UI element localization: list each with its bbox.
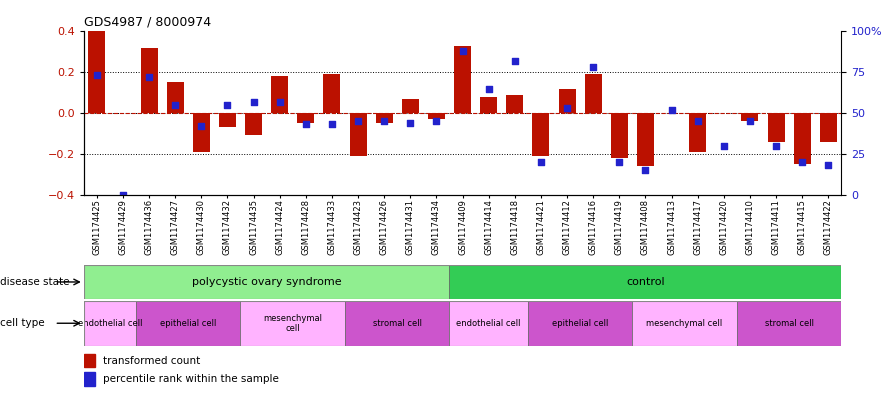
Bar [737,301,841,346]
Text: GDS4987 / 8000974: GDS4987 / 8000974 [84,16,211,29]
Text: stromal cell: stromal cell [765,319,813,328]
Bar [140,48,158,113]
Point [403,119,418,126]
Text: control: control [626,277,665,287]
Bar [218,113,236,127]
Point [142,74,156,80]
Bar [507,95,523,113]
Text: epithelial cell: epithelial cell [552,319,608,328]
Bar [84,354,95,367]
Point [220,102,234,108]
Text: disease state: disease state [0,277,70,287]
Point [90,72,104,79]
Bar [559,88,575,113]
Point [612,159,626,165]
Text: endothelial cell: endothelial cell [456,319,521,328]
Point [377,118,391,124]
Text: polycystic ovary syndrome: polycystic ovary syndrome [192,277,342,287]
Point [429,118,443,124]
Bar [323,74,340,113]
Point [299,121,313,128]
Bar [167,83,183,113]
Point [351,118,365,124]
Point [639,167,653,173]
Bar [193,113,210,152]
Point [796,159,810,165]
Bar [767,113,784,141]
Bar [375,113,393,123]
Bar [245,113,262,136]
Point [507,58,522,64]
Text: endothelial cell: endothelial cell [78,319,142,328]
Bar [428,113,445,119]
Point [534,159,548,165]
Bar [84,372,95,386]
Bar [820,113,837,141]
Point [272,98,286,105]
Point [560,105,574,111]
Bar [345,301,449,346]
Point [769,142,783,149]
Text: mesenchymal cell: mesenchymal cell [647,319,722,328]
Bar [689,113,707,152]
Point [455,48,470,54]
Point [821,162,835,168]
Bar [633,301,737,346]
Point [586,64,600,70]
Text: stromal cell: stromal cell [373,319,422,328]
Point [743,118,757,124]
Point [247,98,261,105]
Point [168,102,182,108]
Bar [350,113,366,156]
Bar [637,113,654,166]
Point [664,107,678,113]
Point [325,121,339,128]
Bar [794,113,811,164]
Bar [136,301,241,346]
Point [717,142,731,149]
Bar [84,265,449,299]
Bar [528,301,633,346]
Bar [88,31,105,113]
Bar [449,301,528,346]
Point [194,123,208,129]
Bar [532,113,550,156]
Bar [742,113,759,121]
Text: mesenchymal
cell: mesenchymal cell [263,314,322,333]
Bar [585,74,602,113]
Bar [611,113,628,158]
Point [115,191,130,198]
Point [691,118,705,124]
Text: cell type: cell type [0,318,45,328]
Bar [84,301,136,346]
Bar [454,46,471,113]
Bar [297,113,315,123]
Bar [480,97,497,113]
Bar [449,265,841,299]
Text: percentile rank within the sample: percentile rank within the sample [102,374,278,384]
Text: transformed count: transformed count [102,356,200,366]
Text: epithelial cell: epithelial cell [160,319,217,328]
Bar [241,301,345,346]
Bar [402,99,418,113]
Point [482,85,496,92]
Bar [271,76,288,113]
